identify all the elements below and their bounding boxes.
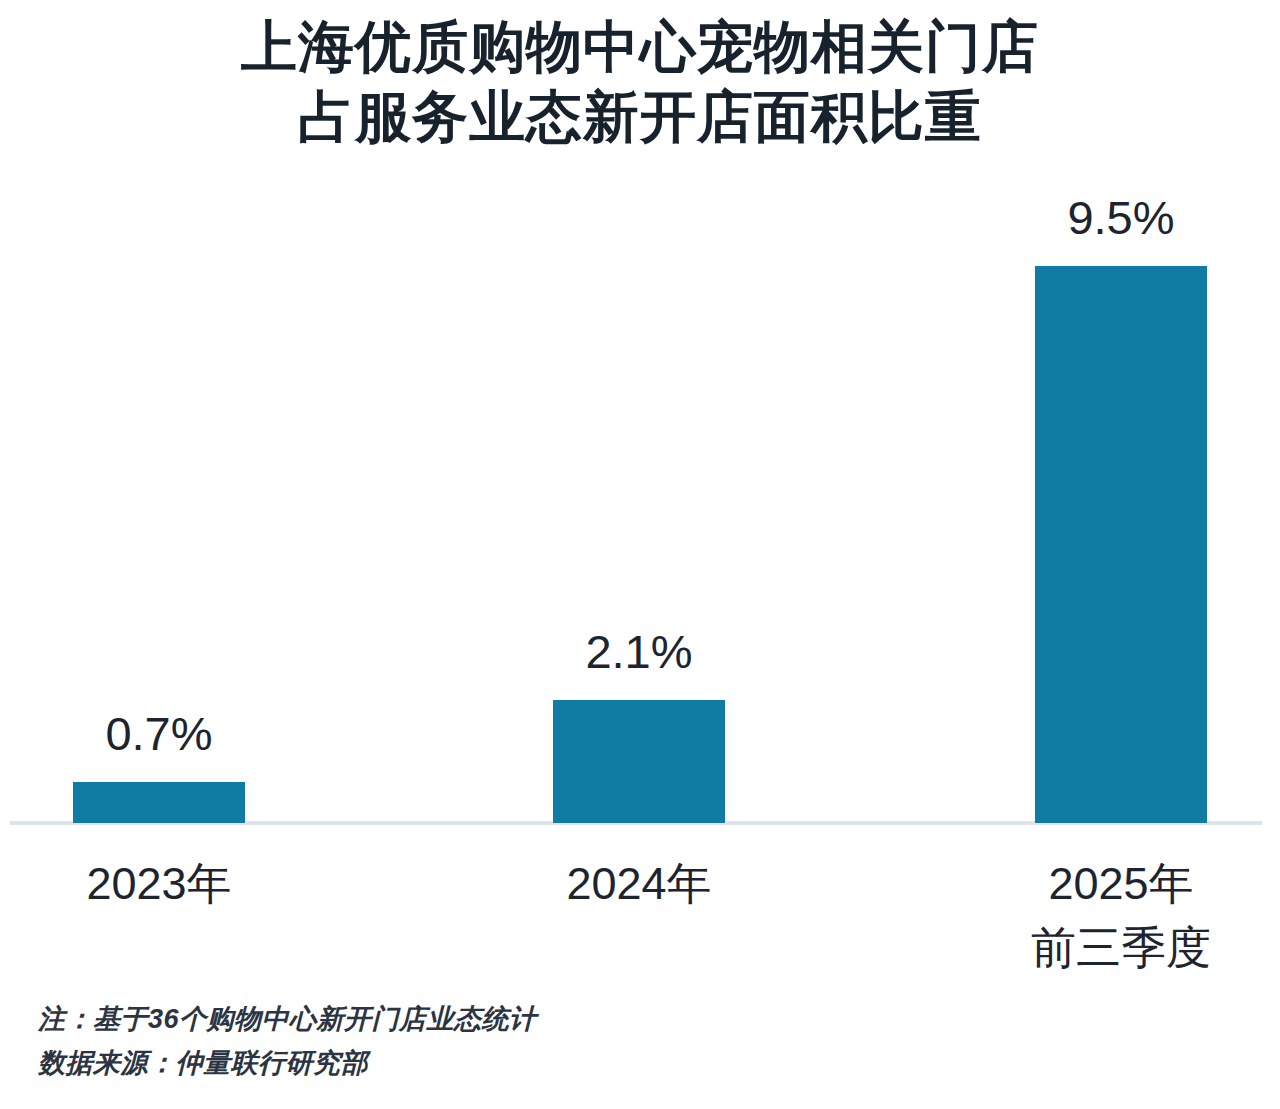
bar-2 xyxy=(553,700,725,823)
footnote-data-source: 数据来源：仲量联行研究部 xyxy=(38,1041,537,1085)
category-label-1: 2023年 xyxy=(0,852,349,916)
bar-value-label-2: 2.1% xyxy=(489,624,789,680)
category-label-2: 2024年 xyxy=(449,852,829,916)
footnotes: 注：基于36个购物中心新开门店业态统计 数据来源：仲量联行研究部 xyxy=(38,997,537,1085)
bar-3 xyxy=(1035,266,1207,823)
bar-chart: 0.7% 2023年 2.1% 2024年 9.5% 2025年前三季度 xyxy=(0,0,1280,1109)
bar-value-label-1: 0.7% xyxy=(9,706,309,762)
footnote-source-note: 注：基于36个购物中心新开门店业态统计 xyxy=(38,997,537,1041)
category-label-3: 2025年前三季度 xyxy=(931,852,1280,980)
bar-value-label-3: 9.5% xyxy=(971,190,1271,246)
bar-1 xyxy=(73,782,245,823)
chart-page: 上海优质购物中心宠物相关门店占服务业态新开店面积比重 0.7%2023年2.1%… xyxy=(0,0,1280,1109)
